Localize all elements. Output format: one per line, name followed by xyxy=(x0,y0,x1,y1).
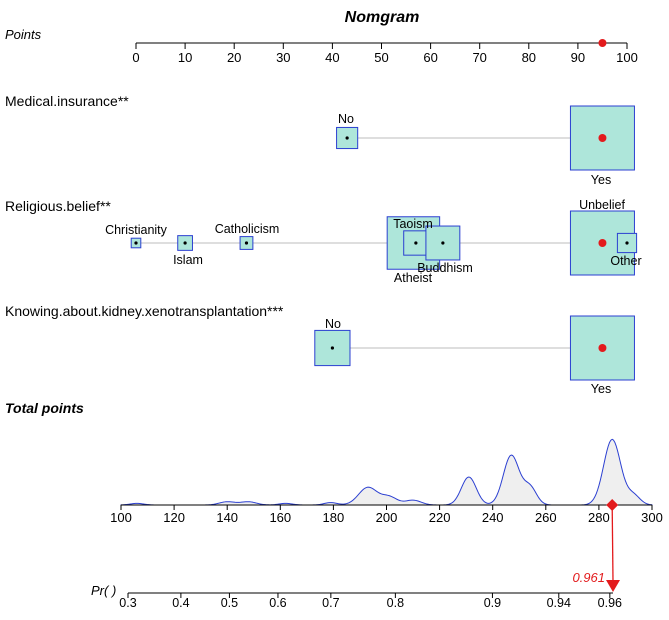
level-label-medical-yes: Yes xyxy=(591,173,611,187)
level-selected-marker xyxy=(598,134,607,142)
points-axis-tick-label: 10 xyxy=(178,50,192,65)
level-label-religion-atheist: Atheist xyxy=(394,271,433,285)
points-axis-tick-label: 80 xyxy=(522,50,536,65)
points-axis-tick-label: 30 xyxy=(276,50,290,65)
probability-tick-label: 0.3 xyxy=(119,596,136,610)
total-points-tick-label: 280 xyxy=(588,510,610,525)
level-label-medical-no: No xyxy=(338,112,354,126)
points-axis-label: Points xyxy=(5,27,42,42)
variable-label-religious-belief: Religious.belief** xyxy=(5,198,111,214)
probability-axis-label: Pr( ) xyxy=(91,583,116,598)
level-box xyxy=(314,329,351,367)
level-center-dot xyxy=(414,241,418,245)
chart-title: Nomgram xyxy=(345,9,420,26)
level-label-knowing-yes: Yes xyxy=(591,382,611,396)
level-label-knowing-no: No xyxy=(325,317,341,331)
level-label-religion-christianity: Christianity xyxy=(105,223,168,237)
total-points-tick-label: 140 xyxy=(216,510,238,525)
points-axis-tick-label: 20 xyxy=(227,50,241,65)
total-points-axis-label: Total points xyxy=(5,400,84,416)
points-axis-tick-label: 90 xyxy=(571,50,585,65)
points-axis-tick-label: 100 xyxy=(616,50,638,65)
level-center-dot xyxy=(134,241,138,245)
total-points-tick-label: 120 xyxy=(163,510,185,525)
probability-arrow-marker xyxy=(606,580,620,592)
level-center-dot xyxy=(441,241,445,245)
probability-tick-label: 0.96 xyxy=(598,596,622,610)
total-points-density xyxy=(120,438,653,506)
chart-marks: 0 10 20 30 40 50 60 70 80 90 100 No Yes Christianity I… xyxy=(105,39,663,610)
probability-tick-label: 0.6 xyxy=(269,596,286,610)
level-label-religion-catholicism: Catholicism xyxy=(215,222,280,236)
probability-tick-label: 0.5 xyxy=(221,596,238,610)
probability-tick-label: 0.8 xyxy=(387,596,404,610)
total-points-tick-label: 160 xyxy=(269,510,291,525)
points-axis-marker xyxy=(598,39,607,47)
probability-tick-label: 0.4 xyxy=(172,596,189,610)
probability-tick-label: 0.94 xyxy=(547,596,571,610)
points-axis-tick-label: 60 xyxy=(423,50,437,65)
total-points-tick-label: 300 xyxy=(641,510,663,525)
total-points-tick-label: 200 xyxy=(376,510,398,525)
level-label-religion-other: Other xyxy=(610,254,641,268)
level-label-religion-unbelief: Unbelief xyxy=(579,198,625,212)
variable-label-knowing-xenotransplantation: Knowing.about.kidney.xenotransplantation… xyxy=(5,303,284,319)
points-axis-tick-label: 40 xyxy=(325,50,339,65)
level-selected-marker xyxy=(598,344,607,352)
level-center-dot xyxy=(330,346,334,350)
total-points-tick-label: 240 xyxy=(482,510,504,525)
level-box xyxy=(425,225,461,261)
level-label-religion-islam: Islam xyxy=(173,253,203,267)
level-center-dot xyxy=(345,136,349,140)
points-axis-tick-label: 50 xyxy=(374,50,388,65)
connector-line xyxy=(611,504,614,582)
probability-tick-label: 0.7 xyxy=(322,596,339,610)
probability-tick-label: 0.9 xyxy=(484,596,501,610)
total-points-tick-label: 180 xyxy=(323,510,345,525)
total-points-tick-label: 100 xyxy=(110,510,132,525)
level-label-religion-buddhism: Buddhism xyxy=(417,261,473,275)
level-center-dot xyxy=(244,241,249,245)
total-points-tick-label: 260 xyxy=(535,510,557,525)
level-selected-marker xyxy=(598,239,607,247)
level-center-dot xyxy=(625,241,629,245)
probability-marker-label: 0.961 xyxy=(572,570,605,585)
level-label-religion-taoism: Taoism xyxy=(393,217,433,231)
points-axis-tick-label: 0 xyxy=(132,50,139,65)
total-points-tick-label: 220 xyxy=(429,510,451,525)
level-center-dot xyxy=(183,241,187,245)
variable-label-medical-insurance: Medical.insurance** xyxy=(5,93,129,109)
points-axis-tick-label: 70 xyxy=(472,50,486,65)
